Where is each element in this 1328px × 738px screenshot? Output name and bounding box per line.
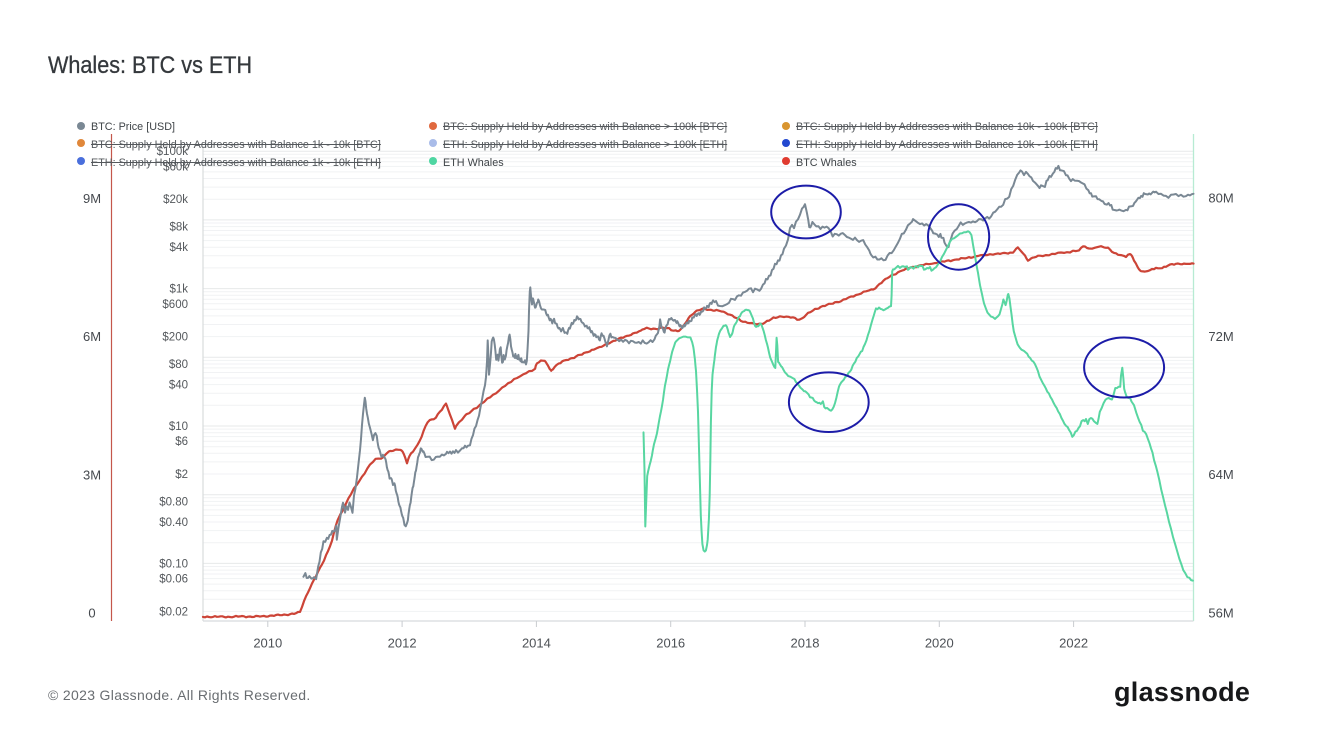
svg-text:0: 0 bbox=[88, 606, 95, 621]
svg-text:$8k: $8k bbox=[169, 222, 188, 234]
svg-text:$10: $10 bbox=[169, 421, 188, 433]
svg-text:2014: 2014 bbox=[522, 636, 551, 651]
svg-text:$4k: $4k bbox=[169, 242, 188, 254]
svg-text:64M: 64M bbox=[1208, 467, 1233, 482]
svg-text:$0.80: $0.80 bbox=[159, 496, 188, 508]
svg-text:2010: 2010 bbox=[253, 636, 282, 651]
svg-text:2022: 2022 bbox=[1059, 636, 1088, 651]
svg-text:$0.10: $0.10 bbox=[159, 558, 188, 570]
svg-text:72M: 72M bbox=[1208, 329, 1233, 344]
svg-text:$0.02: $0.02 bbox=[159, 606, 188, 618]
svg-text:$20k: $20k bbox=[163, 194, 188, 206]
svg-text:$100k: $100k bbox=[157, 146, 189, 158]
svg-text:2020: 2020 bbox=[925, 636, 954, 651]
svg-text:2018: 2018 bbox=[791, 636, 820, 651]
svg-text:$80: $80 bbox=[169, 359, 188, 371]
svg-text:$60k: $60k bbox=[163, 161, 188, 173]
svg-text:$1k: $1k bbox=[169, 284, 188, 296]
svg-text:$2: $2 bbox=[175, 469, 188, 481]
svg-text:$6: $6 bbox=[175, 436, 188, 448]
svg-text:2012: 2012 bbox=[388, 636, 417, 651]
svg-text:$40: $40 bbox=[169, 380, 188, 392]
svg-text:3M: 3M bbox=[83, 467, 101, 482]
svg-text:$200: $200 bbox=[162, 332, 188, 344]
svg-text:80M: 80M bbox=[1208, 190, 1233, 205]
svg-text:$600: $600 bbox=[162, 299, 188, 311]
svg-text:56M: 56M bbox=[1208, 606, 1233, 621]
svg-text:6M: 6M bbox=[83, 329, 101, 344]
svg-text:9M: 9M bbox=[83, 191, 101, 206]
svg-text:2016: 2016 bbox=[656, 636, 685, 651]
svg-text:$0.06: $0.06 bbox=[159, 574, 188, 586]
svg-text:$0.40: $0.40 bbox=[159, 517, 188, 529]
